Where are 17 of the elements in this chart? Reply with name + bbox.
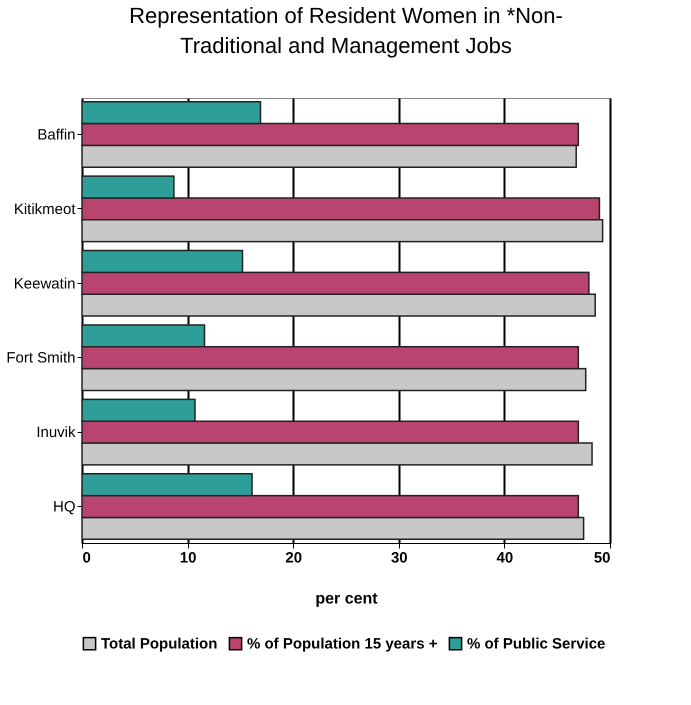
x-axis-title: per cent [315, 590, 378, 608]
y-tick-label: Baffin [37, 126, 76, 144]
x-tick-label: 40 [496, 550, 514, 566]
chart-title: Representation of Resident Women in *Non-Traditional and Management Jobs [129, 3, 563, 58]
x-tick-label: 10 [180, 550, 196, 566]
legend-label: % of Public Service [467, 636, 606, 653]
x-tick-label: 50 [594, 550, 610, 566]
x-tick-label: 20 [285, 550, 302, 566]
x-tick-label: 30 [390, 550, 408, 566]
y-tick-label: HQ [53, 498, 76, 516]
y-tick-label: Inuvik [36, 424, 76, 442]
legend-label: % of Population 15 years + [247, 636, 438, 653]
y-tick-label: Kitikmeot [14, 200, 76, 218]
legend-label: Total Population [101, 636, 218, 653]
y-tick-label: Fort Smith [6, 350, 76, 367]
y-tick-label: Keewatin [14, 275, 76, 292]
x-tick-label: 0 [82, 550, 91, 566]
